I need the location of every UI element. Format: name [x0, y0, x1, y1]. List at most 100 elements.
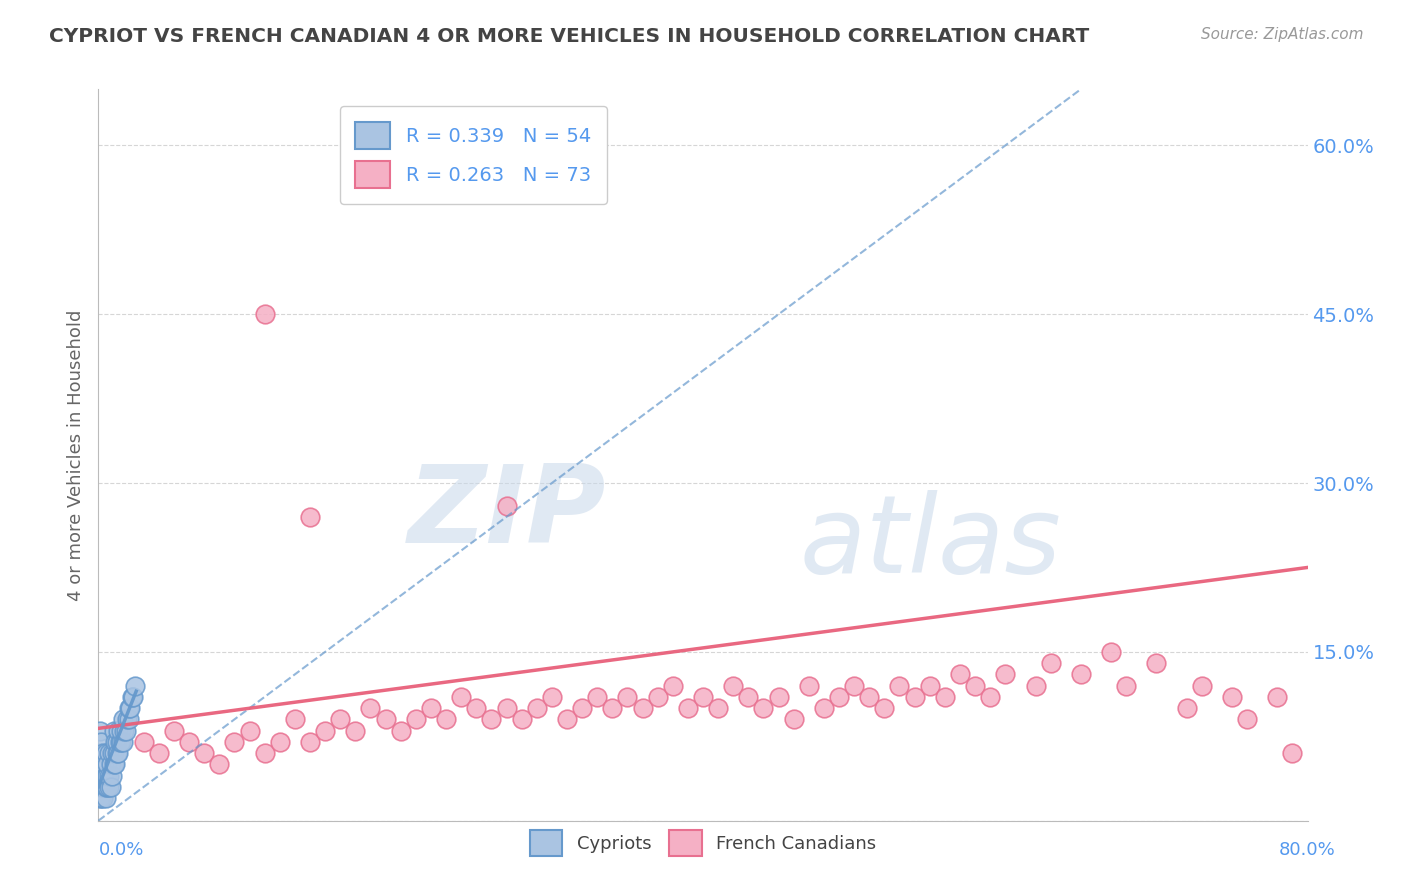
Point — [1039, 656, 1062, 670]
Point — [783, 712, 806, 726]
Point — [1144, 656, 1167, 670]
Point — [114, 723, 136, 738]
Point — [1236, 712, 1258, 726]
Point — [104, 757, 127, 772]
Point — [344, 723, 367, 738]
Point — [586, 690, 609, 704]
Point — [94, 746, 117, 760]
Point — [94, 791, 117, 805]
Text: ZIP: ZIP — [408, 460, 606, 566]
Point — [111, 735, 134, 749]
Point — [904, 690, 927, 704]
Point — [105, 746, 128, 760]
Point — [813, 701, 835, 715]
Point — [115, 712, 138, 726]
Point — [707, 701, 730, 715]
Point — [98, 746, 121, 760]
Point — [120, 701, 142, 715]
Point — [1267, 690, 1289, 704]
Point — [1281, 746, 1303, 760]
Point — [101, 769, 124, 783]
Point — [450, 690, 472, 704]
Text: 80.0%: 80.0% — [1279, 841, 1336, 859]
Point — [96, 769, 118, 783]
Point — [124, 679, 146, 693]
Point — [208, 757, 231, 772]
Point — [91, 780, 114, 794]
Point — [965, 679, 987, 693]
Point — [105, 735, 128, 749]
Point — [103, 757, 125, 772]
Point — [89, 746, 111, 760]
Point — [132, 735, 155, 749]
Point — [314, 723, 336, 738]
Point — [193, 746, 215, 760]
Point — [420, 701, 443, 715]
Point — [98, 780, 121, 794]
Point — [100, 757, 122, 772]
Point — [676, 701, 699, 715]
Point — [495, 499, 517, 513]
Point — [692, 690, 714, 704]
Legend: Cypriots, French Canadians: Cypriots, French Canadians — [523, 822, 883, 863]
Point — [94, 780, 117, 794]
Point — [89, 780, 111, 794]
Point — [91, 791, 114, 805]
Text: Source: ZipAtlas.com: Source: ZipAtlas.com — [1201, 27, 1364, 42]
Text: 0.0%: 0.0% — [98, 841, 143, 859]
Point — [918, 679, 941, 693]
Point — [103, 723, 125, 738]
Point — [405, 712, 427, 726]
Point — [1191, 679, 1213, 693]
Point — [723, 679, 745, 693]
Point — [889, 679, 911, 693]
Point — [93, 780, 115, 794]
Point — [89, 723, 111, 738]
Point — [90, 735, 112, 749]
Point — [949, 667, 972, 681]
Point — [122, 690, 145, 704]
Point — [631, 701, 654, 715]
Point — [858, 690, 880, 704]
Point — [284, 712, 307, 726]
Point — [571, 701, 593, 715]
Point — [93, 769, 115, 783]
Point — [299, 735, 322, 749]
Point — [1070, 667, 1092, 681]
Point — [253, 746, 276, 760]
Point — [752, 701, 775, 715]
Point — [239, 723, 262, 738]
Point — [89, 757, 111, 772]
Point — [111, 712, 134, 726]
Point — [118, 701, 141, 715]
Point — [647, 690, 669, 704]
Point — [934, 690, 956, 704]
Point — [93, 757, 115, 772]
Point — [602, 701, 624, 715]
Point — [89, 769, 111, 783]
Point — [737, 690, 759, 704]
Point — [844, 679, 866, 693]
Point — [873, 701, 896, 715]
Point — [96, 757, 118, 772]
Point — [360, 701, 382, 715]
Point — [269, 735, 291, 749]
Point — [1099, 645, 1122, 659]
Point — [96, 780, 118, 794]
Point — [163, 723, 186, 738]
Point — [495, 701, 517, 715]
Point — [979, 690, 1001, 704]
Point — [1220, 690, 1243, 704]
Point — [389, 723, 412, 738]
Point — [103, 746, 125, 760]
Point — [121, 690, 143, 704]
Point — [1024, 679, 1046, 693]
Point — [224, 735, 246, 749]
Point — [299, 509, 322, 524]
Point — [797, 679, 820, 693]
Point — [107, 723, 129, 738]
Text: atlas: atlas — [800, 491, 1062, 595]
Point — [107, 746, 129, 760]
Point — [90, 757, 112, 772]
Point — [108, 735, 131, 749]
